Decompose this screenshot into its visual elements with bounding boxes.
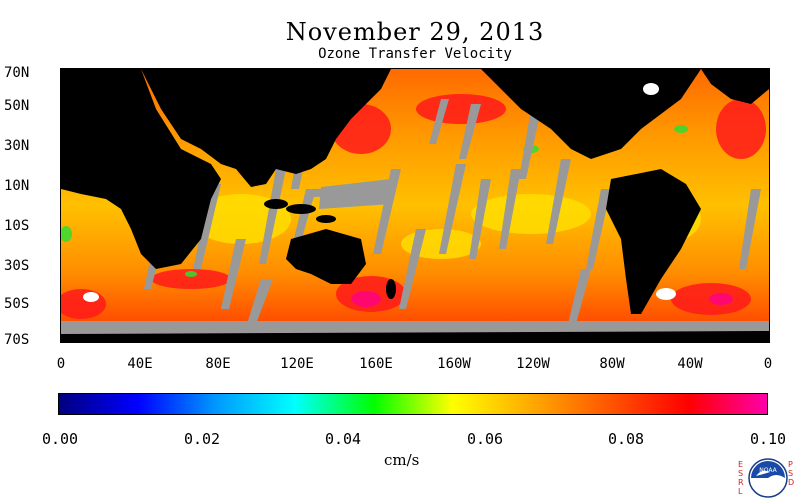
lon-tick: 120W: [516, 356, 550, 372]
noaa-logo-icon[interactable]: NOAA: [748, 458, 788, 498]
land-islands: [264, 199, 288, 209]
lon-tick: 0: [763, 356, 773, 372]
colorbar-tick: 0.06: [466, 430, 504, 448]
land-asia: [141, 69, 391, 187]
noaa-logo-text: NOAA: [759, 467, 777, 474]
lat-tick: 50N: [4, 98, 30, 114]
land-madagascar: [176, 237, 186, 261]
map-title: November 29, 2013: [285, 18, 545, 46]
land-greenland: [701, 69, 769, 104]
lon-tick: 0: [56, 356, 66, 372]
land-new-zealand: [386, 279, 396, 299]
lon-tick: 160W: [437, 356, 471, 372]
land-australia: [286, 229, 366, 284]
lon-tick: 80W: [599, 356, 625, 372]
lat-tick: 10N: [4, 178, 30, 194]
land-islands: [286, 204, 316, 214]
lat-tick: 70N: [4, 65, 30, 81]
lat-tick: 10S: [4, 218, 30, 234]
colorbar-tick: 0.04: [324, 430, 362, 448]
sea-ice-patches: [83, 83, 676, 302]
lon-tick: 40W: [677, 356, 703, 372]
ocean-field-map: [61, 69, 769, 342]
map-subtitle: Ozone Transfer Velocity: [318, 46, 512, 62]
psd-label: PSD: [788, 460, 796, 487]
colorbar-tick: 0.10: [749, 430, 787, 448]
psd-text: PSD: [788, 460, 795, 487]
lon-tick: 160E: [359, 356, 393, 372]
lat-tick: 50S: [4, 296, 30, 312]
lat-tick: 30N: [4, 138, 30, 154]
land-islands: [316, 215, 336, 223]
esrl-text: ESRL: [738, 460, 744, 496]
colorbar-tick: 0.00: [41, 430, 79, 448]
lat-tick: 70S: [4, 332, 30, 348]
colorbar-tick: 0.08: [607, 430, 645, 448]
colorbar-tick: 0.02: [183, 430, 221, 448]
land-antarctica: [61, 331, 769, 342]
color-bar: [58, 393, 768, 415]
lon-tick: 120E: [280, 356, 314, 372]
lat-tick: 30S: [4, 258, 30, 274]
colorbar-unit: cm/s: [384, 451, 420, 469]
esrl-label: ESRL: [738, 460, 746, 496]
lon-tick: 80E: [205, 356, 231, 372]
map-area[interactable]: [60, 68, 770, 343]
land-africa: [61, 69, 221, 269]
land-south-america: [606, 169, 701, 314]
lon-tick: 40E: [127, 356, 153, 372]
